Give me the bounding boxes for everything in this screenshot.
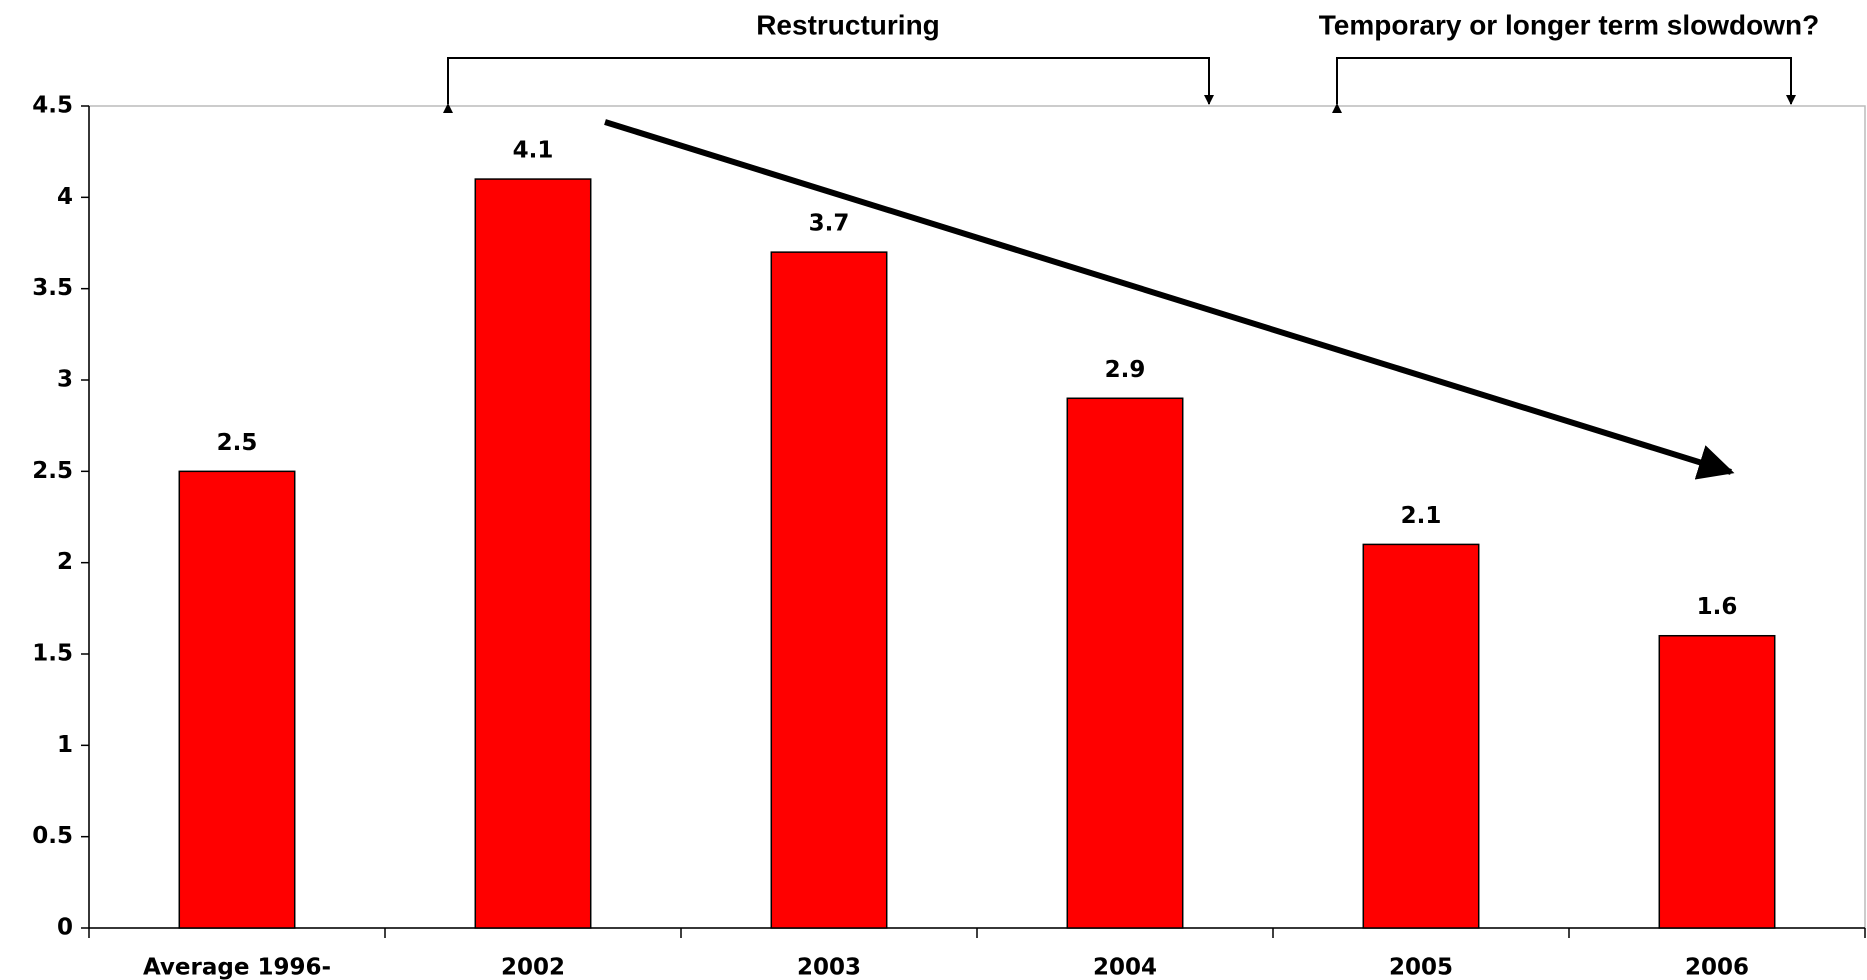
data-label: 2.5 xyxy=(217,430,258,456)
annotation: Restructuring xyxy=(756,9,940,40)
x-tick-label: 2002 xyxy=(501,955,565,980)
x-tick-label: 2006 xyxy=(1685,955,1749,980)
y-tick-label: 0 xyxy=(57,915,73,941)
y-tick-label: 2 xyxy=(57,549,73,575)
y-tick-label: 4.5 xyxy=(32,93,73,119)
y-tick-label: 3.5 xyxy=(32,275,73,301)
y-tick-label: 0.5 xyxy=(32,823,73,849)
bar xyxy=(770,251,888,929)
bar xyxy=(1066,397,1184,929)
x-tick-label: 2005 xyxy=(1389,955,1453,980)
data-label: 3.7 xyxy=(809,211,850,237)
x-tick-label: 2003 xyxy=(797,955,861,980)
bar xyxy=(1658,634,1776,929)
y-tick-label: 1.5 xyxy=(32,641,73,667)
brackets xyxy=(443,57,1796,113)
y-tick-label: 3 xyxy=(57,367,73,393)
data-label: 2.1 xyxy=(1401,503,1442,529)
annotation: Temporary or longer term slowdown? xyxy=(1319,9,1819,40)
bar xyxy=(178,470,296,929)
x-tick-label: 2004 xyxy=(1093,955,1157,980)
bar xyxy=(474,178,592,929)
y-tick-label: 2.5 xyxy=(32,458,73,484)
x-tick-label: Average 1996- xyxy=(143,955,331,980)
y-tick-label: 1 xyxy=(57,732,73,758)
data-label: 2.9 xyxy=(1105,357,1146,383)
plot-frame xyxy=(88,105,1866,929)
y-tick-label: 4 xyxy=(57,184,73,210)
trend-arrow xyxy=(604,119,1735,480)
data-label: 4.1 xyxy=(513,138,554,164)
data-label: 1.6 xyxy=(1697,594,1738,620)
bar xyxy=(1362,543,1480,929)
